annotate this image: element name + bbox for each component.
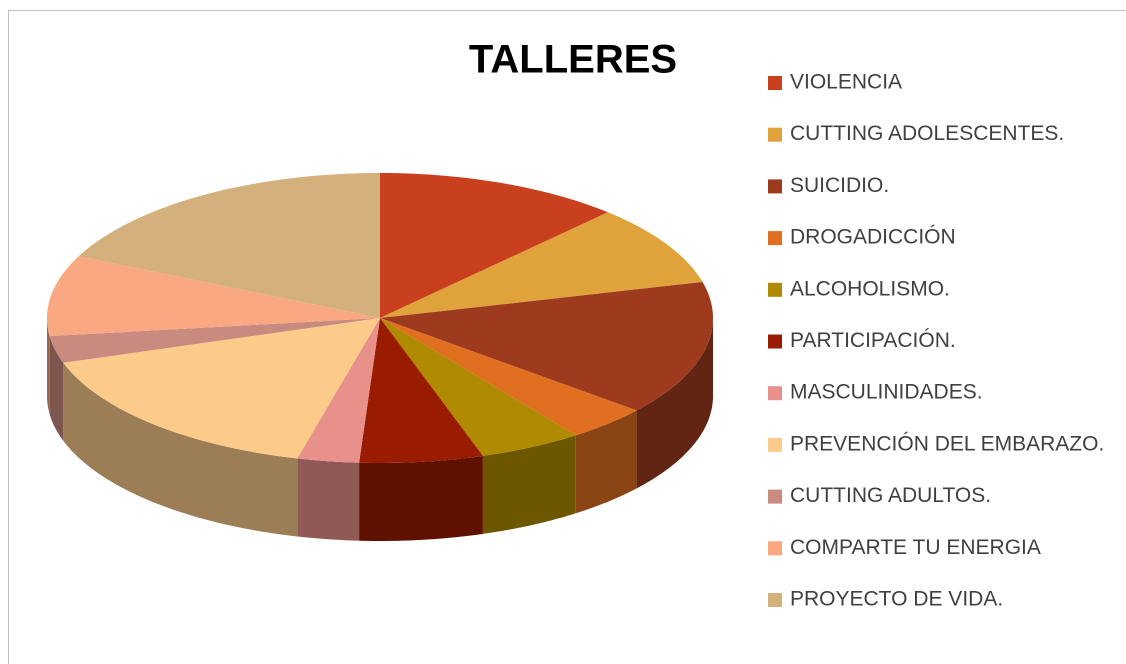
legend-label: SUICIDIO.: [790, 174, 889, 197]
legend-swatch: [768, 489, 782, 504]
slice-side: [63, 362, 298, 537]
legend-swatch: [768, 231, 782, 246]
slice: [47, 256, 380, 337]
legend-swatch: [768, 386, 782, 401]
legend-label: PROYECTO DE VIDA.: [790, 588, 1003, 611]
slice: [380, 212, 703, 318]
slice: [380, 318, 576, 456]
legend-swatch: [768, 282, 782, 297]
slice: [78, 173, 380, 318]
slice: [380, 281, 713, 411]
legend-swatch: [768, 76, 782, 90]
slice: [359, 318, 483, 463]
slice: [63, 318, 380, 459]
slice-side: [482, 435, 576, 534]
legend-label: CUTTING ADOLESCENTES.: [790, 122, 1064, 145]
slice-side: [297, 458, 360, 541]
legend-swatch: [768, 127, 782, 142]
slice: [297, 318, 380, 463]
legend-label: MASCULINIDADES.: [790, 381, 983, 404]
slice-side: [575, 410, 637, 514]
legend-label: PREVENCIÓN DEL EMBARAZO.: [790, 432, 1104, 455]
legend-swatch: [768, 334, 782, 349]
slice-side: [49, 336, 64, 441]
legend-swatch: [768, 593, 782, 607]
legend: VIOLENCIA CUTTING ADOLESCENTES. SUICIDIO. D…: [768, 71, 1104, 611]
slice: [380, 173, 608, 318]
slice-side: [47, 318, 50, 415]
slice-side: [359, 455, 483, 541]
legend-swatch: [768, 541, 782, 556]
pie: [47, 173, 713, 541]
legend-label: VIOLENCIA: [790, 71, 902, 94]
chart-title: TALLERES: [469, 38, 677, 82]
legend-label: COMPARTE TU ENERGIA: [790, 536, 1041, 559]
chart-frame: [8, 10, 1126, 664]
legend-label: ALCOHOLISMO.: [790, 277, 950, 300]
slice: [380, 318, 637, 436]
legend-label: DROGADICCIÓN: [790, 226, 956, 249]
legend-swatch: [768, 437, 782, 452]
legend-swatch: [768, 179, 782, 194]
legend-label: CUTTING ADULTOS.: [790, 484, 991, 507]
slice-side: [636, 318, 713, 489]
slice: [49, 318, 381, 363]
legend-label: PARTICIPACIÓN.: [790, 329, 956, 352]
